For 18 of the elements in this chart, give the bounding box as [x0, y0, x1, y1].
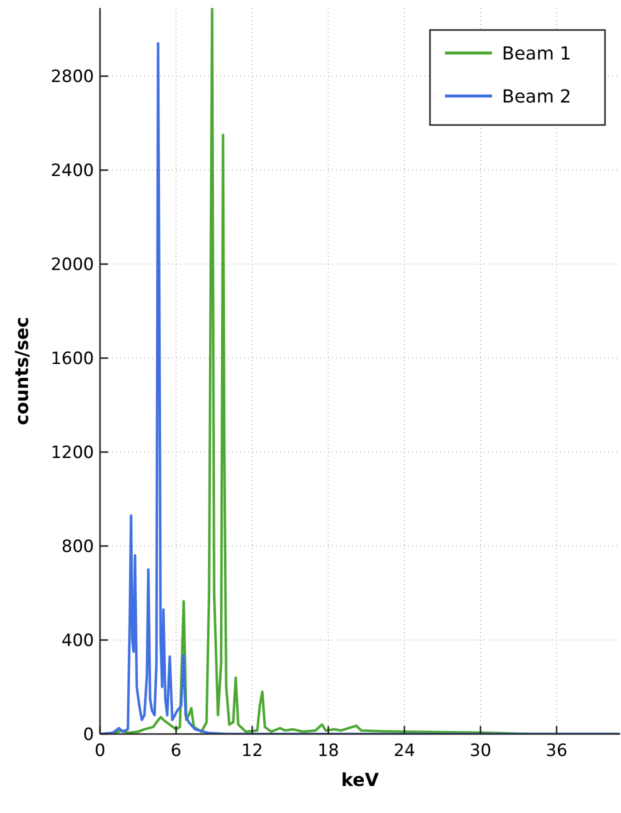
x-tick-label: 36 — [546, 741, 568, 761]
y-tick-label: 2400 — [50, 161, 94, 182]
y-tick-label: 2000 — [50, 255, 94, 276]
y-tick-label: 800 — [62, 536, 94, 557]
y-tick-label: 400 — [62, 630, 94, 651]
legend-label: Beam 1 — [502, 43, 572, 64]
x-tick-label: 18 — [317, 741, 340, 761]
x-tick-label: 6 — [170, 741, 182, 761]
y-tick-label: 0 — [83, 724, 94, 745]
y-axis-title: counts/sec — [12, 316, 33, 426]
x-tick-label: 30 — [470, 741, 492, 761]
x-axis-title: keV — [341, 770, 379, 791]
y-tick-label: 1600 — [50, 349, 94, 370]
y-tick-label: 1200 — [50, 443, 94, 464]
x-tick-label: 12 — [241, 741, 264, 761]
x-tick-label: 24 — [394, 741, 416, 761]
y-tick-label: 2800 — [50, 67, 94, 88]
legend-label: Beam 2 — [502, 86, 572, 108]
